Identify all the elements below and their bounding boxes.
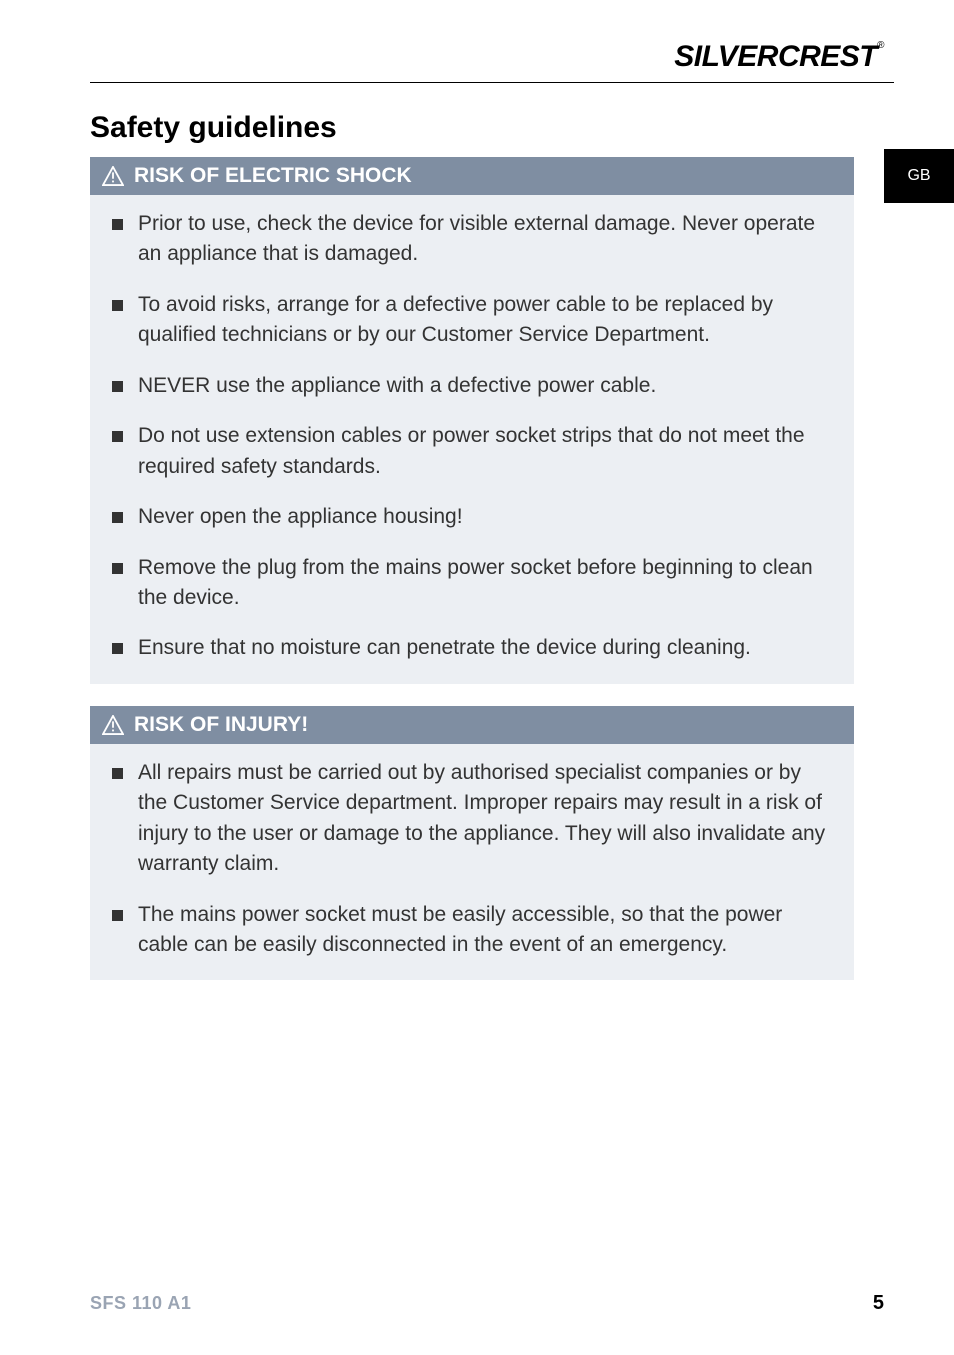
list-item: Ensure that no moisture can penetrate th… bbox=[110, 633, 834, 663]
brand-logo: SILVERCREST® bbox=[90, 40, 894, 74]
warning-triangle-icon bbox=[102, 166, 124, 186]
list-item: Prior to use, check the device for visib… bbox=[110, 209, 834, 270]
list-item: NEVER use the appliance with a defective… bbox=[110, 371, 834, 401]
list-item: Remove the plug from the mains power soc… bbox=[110, 553, 834, 614]
list-item: All repairs must be carried out by autho… bbox=[110, 758, 834, 880]
page-footer: SFS 110 A1 5 bbox=[90, 1292, 884, 1315]
main-column: Safety guidelines RISK OF ELECTRIC SHOCK… bbox=[90, 111, 884, 1000]
brand-part1: SILVER bbox=[674, 40, 778, 73]
footer-model: SFS 110 A1 bbox=[90, 1293, 191, 1314]
section-title: Safety guidelines bbox=[90, 111, 854, 145]
injury-box: RISK OF INJURY! All repairs must be carr… bbox=[90, 706, 854, 981]
brand-registered: ® bbox=[877, 40, 884, 51]
warning-triangle-icon bbox=[102, 715, 124, 735]
list-item: Never open the appliance housing! bbox=[110, 502, 834, 532]
injury-list: All repairs must be carried out by autho… bbox=[90, 744, 854, 981]
header-divider bbox=[90, 82, 894, 83]
list-item: Do not use extension cables or power soc… bbox=[110, 421, 834, 482]
language-tab-text: GB bbox=[907, 167, 930, 185]
brand-part2: CREST bbox=[778, 40, 877, 73]
footer-page-number: 5 bbox=[873, 1292, 884, 1315]
electric-shock-list: Prior to use, check the device for visib… bbox=[90, 195, 854, 684]
list-item: The mains power socket must be easily ac… bbox=[110, 900, 834, 961]
injury-header-text: RISK OF INJURY! bbox=[134, 713, 308, 737]
electric-shock-header-text: RISK OF ELECTRIC SHOCK bbox=[134, 164, 412, 188]
language-tab: GB bbox=[884, 149, 954, 203]
list-item: To avoid risks, arrange for a defective … bbox=[110, 290, 834, 351]
electric-shock-box: RISK OF ELECTRIC SHOCK Prior to use, che… bbox=[90, 157, 854, 684]
injury-header: RISK OF INJURY! bbox=[90, 706, 854, 744]
page-container: SILVERCREST® Safety guidelines RISK OF E… bbox=[0, 0, 954, 1355]
electric-shock-header: RISK OF ELECTRIC SHOCK bbox=[90, 157, 854, 195]
content-row: Safety guidelines RISK OF ELECTRIC SHOCK… bbox=[90, 111, 894, 1000]
